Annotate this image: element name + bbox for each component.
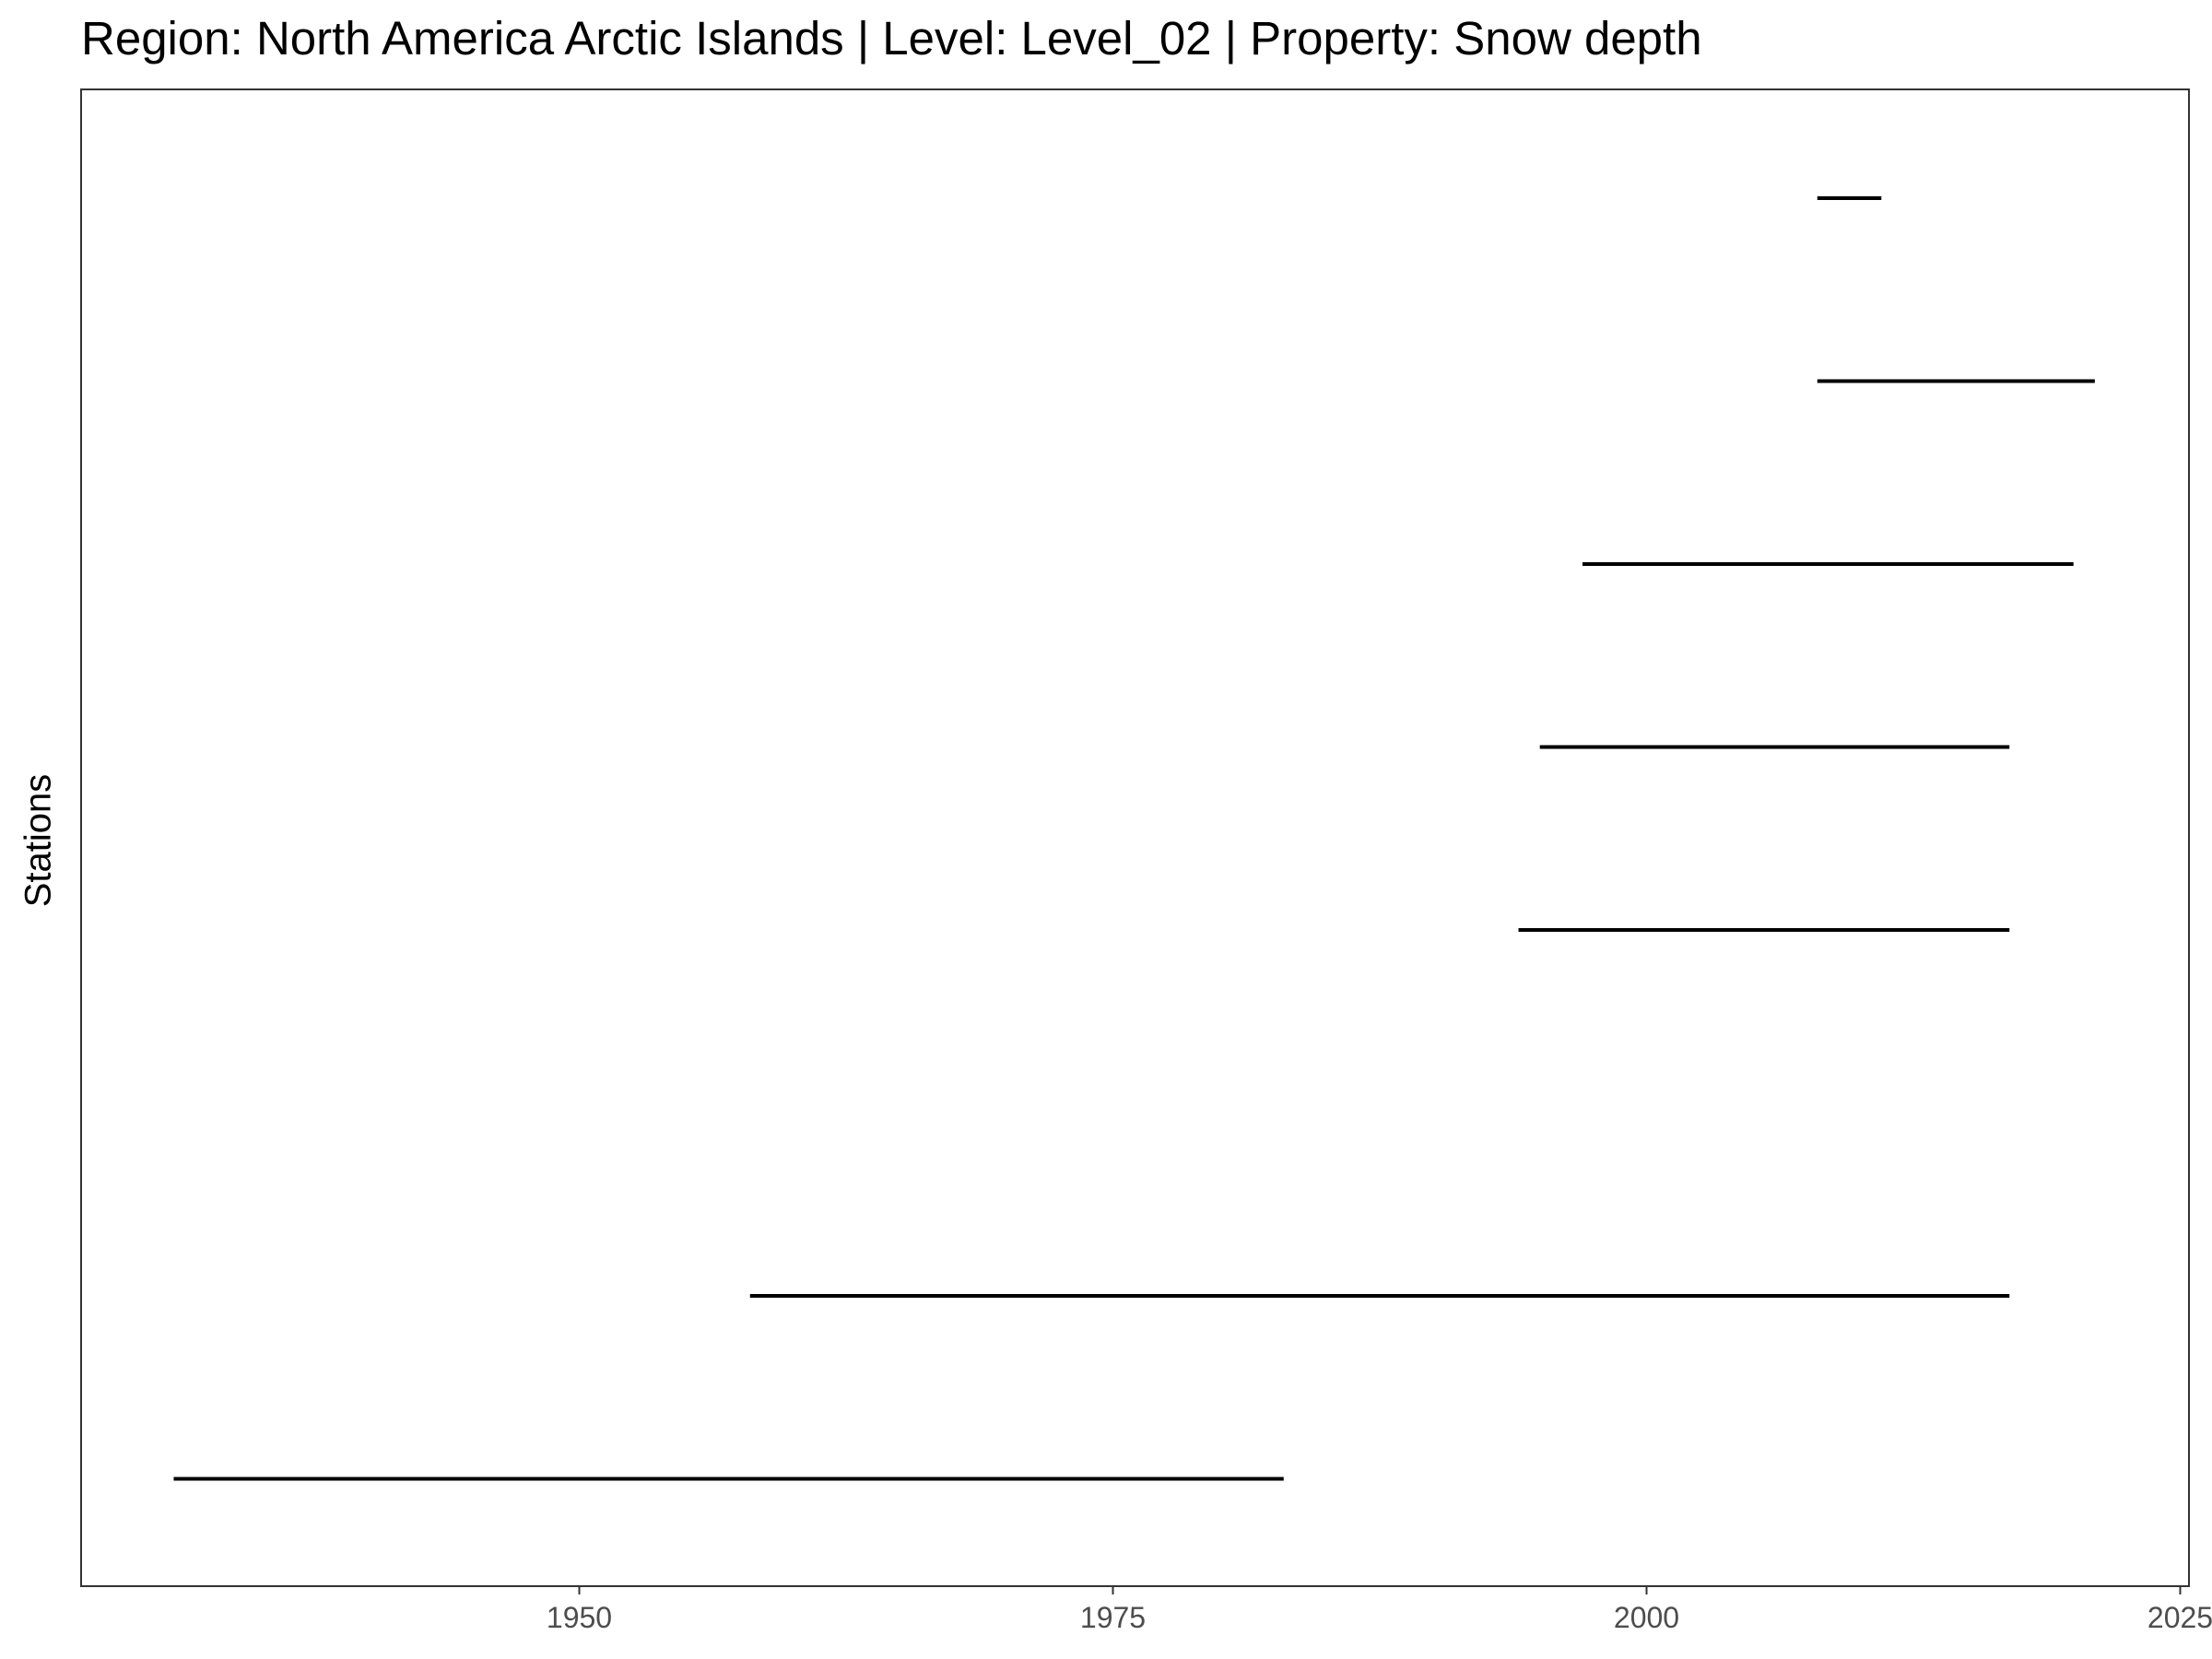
x-tick-label: 1950 <box>547 1601 612 1634</box>
plot-panel-border <box>80 88 2190 1587</box>
x-tick-label: 2025 <box>2147 1601 2212 1634</box>
x-tick-label: 2000 <box>1614 1601 1679 1634</box>
x-axis: 1950 1975 2000 2025 <box>547 1586 2212 1634</box>
x-tick-label: 1975 <box>1080 1601 1146 1634</box>
station-segments <box>173 196 2095 1481</box>
chart-title: Region: North America Arctic Islands | L… <box>81 12 1702 65</box>
